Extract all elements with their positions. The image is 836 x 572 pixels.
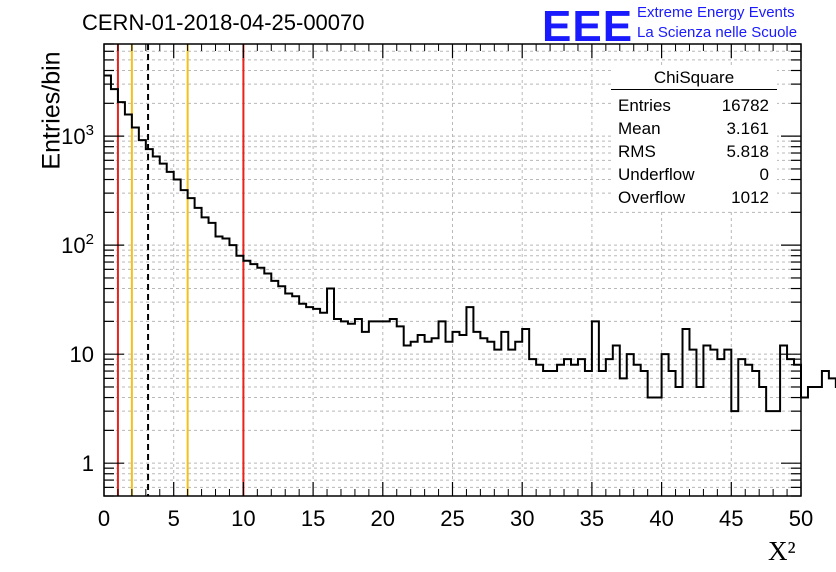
stats-label: Overflow	[618, 188, 686, 207]
chart-title: CERN-01-2018-04-25-00070	[82, 10, 365, 35]
stats-row: Overflow 1012	[611, 186, 777, 209]
x-axis-label: X²	[768, 536, 796, 566]
x-tick-label: 0	[98, 506, 110, 531]
histogram-series	[104, 74, 836, 413]
logo-subtitle-1: Extreme Energy Events	[637, 4, 795, 21]
x-tick-label: 30	[510, 506, 534, 531]
grid-lines	[104, 43, 801, 497]
y-tick-label: 103	[61, 122, 94, 149]
x-tick-label: 35	[580, 506, 604, 531]
y-tick-label: 102	[61, 231, 94, 258]
eee-logo: EEE	[542, 2, 634, 51]
x-tick-label: 20	[371, 506, 395, 531]
stats-label: Underflow	[618, 165, 695, 184]
x-tick-label: 5	[168, 506, 180, 531]
x-tick-label: 40	[649, 506, 673, 531]
axis-ticks	[103, 43, 802, 497]
stats-title: ChiSquare	[611, 67, 777, 90]
stats-label: Entries	[618, 96, 671, 115]
stats-row: Underflow 0	[611, 163, 777, 186]
stats-row: RMS 5.818	[611, 140, 777, 163]
logo-subtitle-2: La Scienza nelle Scuole	[637, 24, 798, 41]
y-tick-label: 10	[70, 342, 94, 367]
stats-value: 5.818	[726, 142, 769, 161]
x-tick-label: 10	[231, 506, 255, 531]
x-tick-label: 45	[719, 506, 743, 531]
stats-label: Mean	[618, 119, 661, 138]
stats-box: ChiSquare Entries 16782 Mean 3.161 RMS 5…	[611, 67, 777, 209]
stats-value: 16782	[721, 96, 769, 115]
reference-lines	[116, 44, 245, 496]
y-tick-label: 1	[82, 451, 94, 476]
stats-value: 1012	[731, 188, 769, 207]
y-axis-label: Entries/bin	[37, 51, 66, 170]
stats-row: Entries 16782	[611, 94, 777, 117]
x-tick-label: 50	[789, 506, 813, 531]
x-tick-label: 25	[440, 506, 464, 531]
x-tick-label: 15	[301, 506, 325, 531]
stats-value: 3.161	[726, 119, 769, 138]
tick-labels: 0 5 10 15 20 25 30 35 40 45 50 1 10 102 103	[61, 122, 813, 531]
stats-row: Mean 3.161	[611, 117, 777, 140]
stats-label: RMS	[618, 142, 656, 161]
stats-value: 0	[759, 165, 769, 184]
